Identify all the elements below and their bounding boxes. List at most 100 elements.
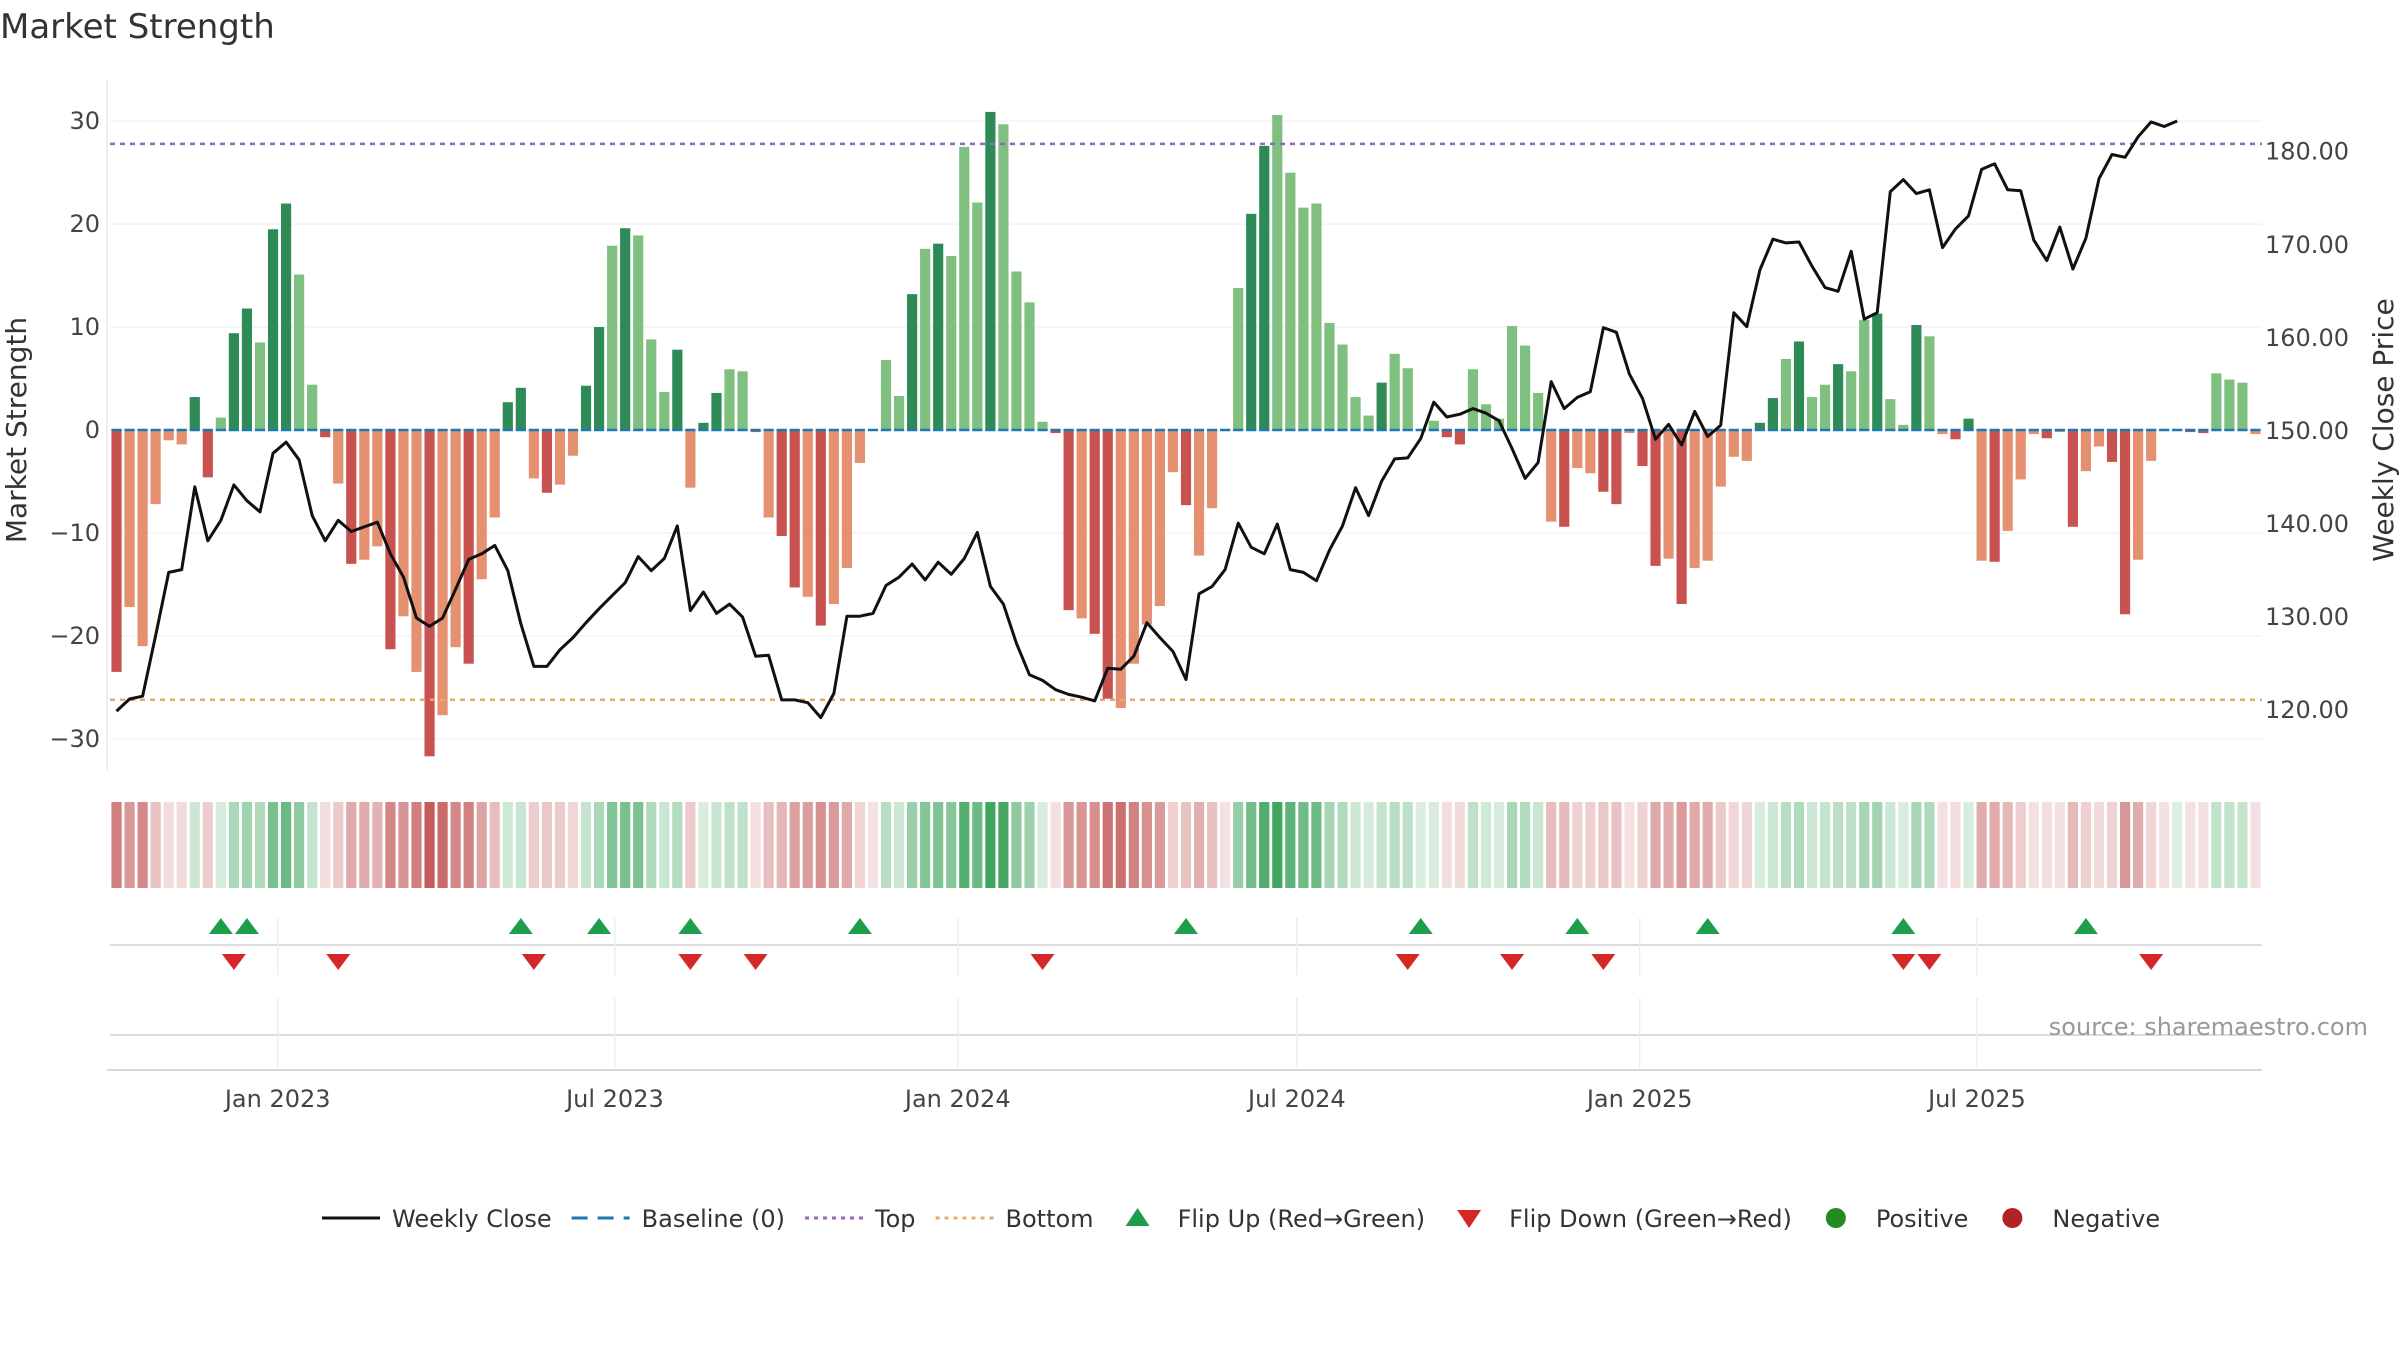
strength-bar <box>1428 420 1439 430</box>
heat-cell <box>1167 802 1179 888</box>
heat-cell <box>1272 802 1283 888</box>
flip-down-marker <box>1500 954 1525 970</box>
x-axis: Jan 2023 Jul 2023 Jan 2024 Jul 2024 Jan 2025… <box>223 918 2026 1113</box>
strength-bar <box>1337 344 1348 430</box>
heat-cell <box>1728 802 1739 888</box>
y-tick-label: −10 <box>49 519 100 547</box>
strength-bar <box>893 396 905 430</box>
heat-cell <box>2250 802 2261 888</box>
strength-bar <box>672 349 683 430</box>
heat-cell <box>1037 802 1048 888</box>
strength-bar <box>2211 373 2222 430</box>
heat-cell <box>1767 802 1778 888</box>
heat-cell <box>2080 802 2092 888</box>
strength-bar <box>150 430 161 505</box>
strength-bar <box>1650 430 1661 566</box>
strength-bar <box>1950 430 1961 440</box>
x-tick-label: Jan 2025 <box>1585 1085 1693 1113</box>
legend-triangle-down-icon <box>1457 1210 1482 1228</box>
weekly-close-line <box>115 119 2178 720</box>
strength-bar <box>189 397 200 430</box>
left-axis-ticks: 30 20 10 0 −10 −20 −30 <box>49 107 100 753</box>
heat-cell <box>307 802 318 888</box>
heat-cell <box>854 802 866 888</box>
heat-cell <box>489 802 500 888</box>
strength-bar <box>1493 418 1505 430</box>
heat-cell <box>1337 802 1348 888</box>
strength-bar <box>1819 384 1831 430</box>
strength-bar <box>163 430 174 441</box>
strength-bar <box>815 430 826 626</box>
strength-bar <box>1037 421 1048 430</box>
legend: Weekly Close Baseline (0) Top Bottom Flip Up… <box>322 1205 2160 1233</box>
heat-cell <box>2119 802 2131 888</box>
strength-bar <box>1767 398 1778 430</box>
heat-cell <box>828 802 839 888</box>
strength-bar <box>1520 345 1531 430</box>
strength-bar <box>802 430 813 597</box>
y2-tick-label: 160.00 <box>2265 324 2349 352</box>
legend-label: Baseline (0) <box>642 1205 785 1233</box>
heat-cell <box>867 802 879 888</box>
legend-label: Flip Up (Red→Green) <box>1178 1205 1426 1233</box>
heat-cell <box>385 802 396 888</box>
strength-bar <box>1363 415 1374 430</box>
heat-cell <box>2146 802 2157 888</box>
heat-cell <box>1911 802 1922 888</box>
strength-bar <box>763 430 774 518</box>
strength-bar <box>228 333 239 430</box>
legend-item: Flip Up (Red→Green) <box>1125 1205 1426 1233</box>
heat-cell <box>254 802 266 888</box>
strength-bar <box>1115 430 1126 708</box>
y-tick-label: 30 <box>69 107 100 135</box>
strength-bar <box>502 402 513 430</box>
strength-bar <box>972 202 983 430</box>
strength-bar <box>1454 430 1465 445</box>
chart-title: Market Strength <box>0 7 275 47</box>
strength-bar <box>346 430 357 564</box>
heat-cell <box>1572 802 1583 888</box>
strength-bar <box>2015 430 2026 480</box>
strength-bar <box>241 308 253 430</box>
strength-bar <box>580 385 592 430</box>
heat-cell <box>763 802 774 888</box>
heat-cell <box>346 802 357 888</box>
heat-cell <box>1833 802 1844 888</box>
heat-cell <box>1533 802 1544 888</box>
heat-cell <box>2015 802 2026 888</box>
heat-cell <box>1859 802 1870 888</box>
legend-label: Bottom <box>1006 1205 1094 1233</box>
strength-bar <box>1702 430 1713 561</box>
flip-down-marker <box>1591 954 1616 970</box>
legend-item: Flip Down (Green→Red) <box>1457 1205 1792 1233</box>
strength-bar <box>1793 341 1805 430</box>
source-label: source: sharemaestro.com <box>2049 1013 2368 1041</box>
strength-bar <box>1715 430 1726 487</box>
strength-bar <box>2067 430 2078 527</box>
y2-tick-label: 170.00 <box>2265 231 2349 259</box>
strength-bar <box>1833 364 1844 430</box>
heat-cell <box>1402 802 1413 888</box>
strength-bar <box>476 430 487 580</box>
heat-cell <box>241 802 253 888</box>
y2-tick-label: 130.00 <box>2265 603 2349 631</box>
strength-bar <box>111 430 122 672</box>
heat-cell <box>280 802 292 888</box>
flip-markers-panel <box>107 918 2262 1071</box>
strength-bar <box>359 430 370 560</box>
strength-bar <box>1233 287 1244 430</box>
strength-bar <box>1272 115 1283 430</box>
strength-bar <box>959 146 970 431</box>
strength-bar <box>567 430 579 456</box>
heat-cell <box>737 802 748 888</box>
weekly-close-series <box>115 119 2178 720</box>
heat-cell <box>893 802 905 888</box>
heat-cell <box>1754 802 1765 888</box>
heat-cell <box>1937 802 1948 888</box>
legend-label: Negative <box>2052 1205 2160 1233</box>
strength-bar <box>1585 430 1596 474</box>
strength-bar <box>1533 392 1544 430</box>
flip-down-marker <box>521 954 546 970</box>
legend-item: Baseline (0) <box>571 1205 785 1233</box>
